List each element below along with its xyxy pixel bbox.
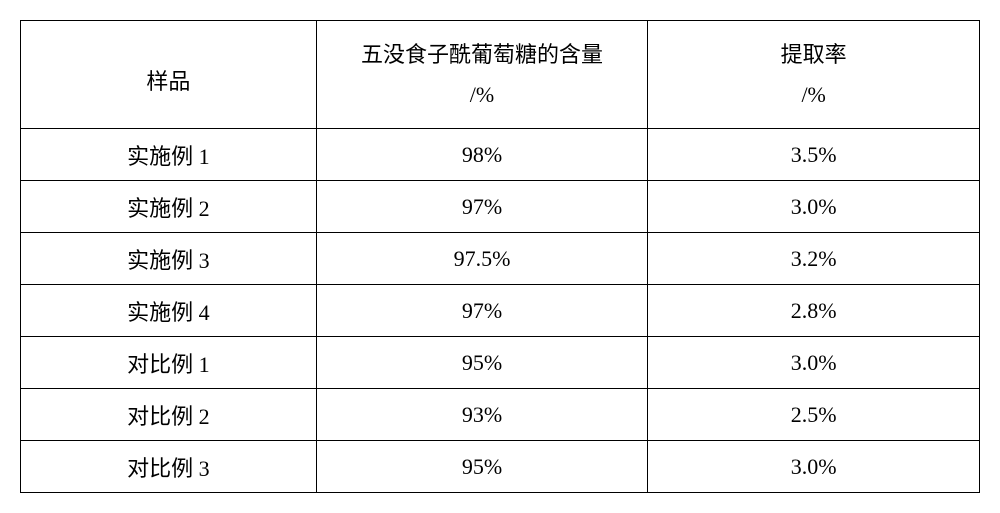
header-row: 样品 五没食子酰葡萄糖的含量 /% 提取率 /%	[21, 21, 980, 129]
cell-sample: 实施例 3	[21, 233, 317, 285]
header-rate: 提取率 /%	[648, 21, 980, 129]
cell-rate: 3.0%	[648, 441, 980, 493]
header-rate-line2: /%	[648, 75, 979, 129]
cell-content: 97%	[316, 181, 648, 233]
header-content: 五没食子酰葡萄糖的含量 /%	[316, 21, 648, 129]
header-sample-label: 样品	[21, 48, 316, 102]
cell-content: 93%	[316, 389, 648, 441]
cell-rate: 3.0%	[648, 337, 980, 389]
header-sample: 样品	[21, 21, 317, 129]
cell-content: 97%	[316, 285, 648, 337]
cell-sample: 实施例 4	[21, 285, 317, 337]
cell-rate: 3.2%	[648, 233, 980, 285]
cell-content: 98%	[316, 129, 648, 181]
cell-rate: 3.5%	[648, 129, 980, 181]
cell-rate: 2.5%	[648, 389, 980, 441]
table-row: 实施例 4 97% 2.8%	[21, 285, 980, 337]
cell-content: 95%	[316, 441, 648, 493]
header-content-line1: 五没食子酰葡萄糖的含量	[317, 21, 648, 75]
cell-sample: 实施例 1	[21, 129, 317, 181]
data-table: 样品 五没食子酰葡萄糖的含量 /% 提取率 /% 实施例 1 98% 3.5% …	[20, 20, 980, 493]
table-row: 对比例 2 93% 2.5%	[21, 389, 980, 441]
cell-content: 97.5%	[316, 233, 648, 285]
cell-sample: 对比例 3	[21, 441, 317, 493]
cell-sample: 实施例 2	[21, 181, 317, 233]
cell-rate: 2.8%	[648, 285, 980, 337]
cell-rate: 3.0%	[648, 181, 980, 233]
cell-content: 95%	[316, 337, 648, 389]
cell-sample: 对比例 2	[21, 389, 317, 441]
table-row: 对比例 1 95% 3.0%	[21, 337, 980, 389]
table-row: 对比例 3 95% 3.0%	[21, 441, 980, 493]
cell-sample: 对比例 1	[21, 337, 317, 389]
table-row: 实施例 3 97.5% 3.2%	[21, 233, 980, 285]
table-row: 实施例 2 97% 3.0%	[21, 181, 980, 233]
header-content-line2: /%	[317, 75, 648, 129]
table-row: 实施例 1 98% 3.5%	[21, 129, 980, 181]
header-rate-line1: 提取率	[648, 21, 979, 75]
